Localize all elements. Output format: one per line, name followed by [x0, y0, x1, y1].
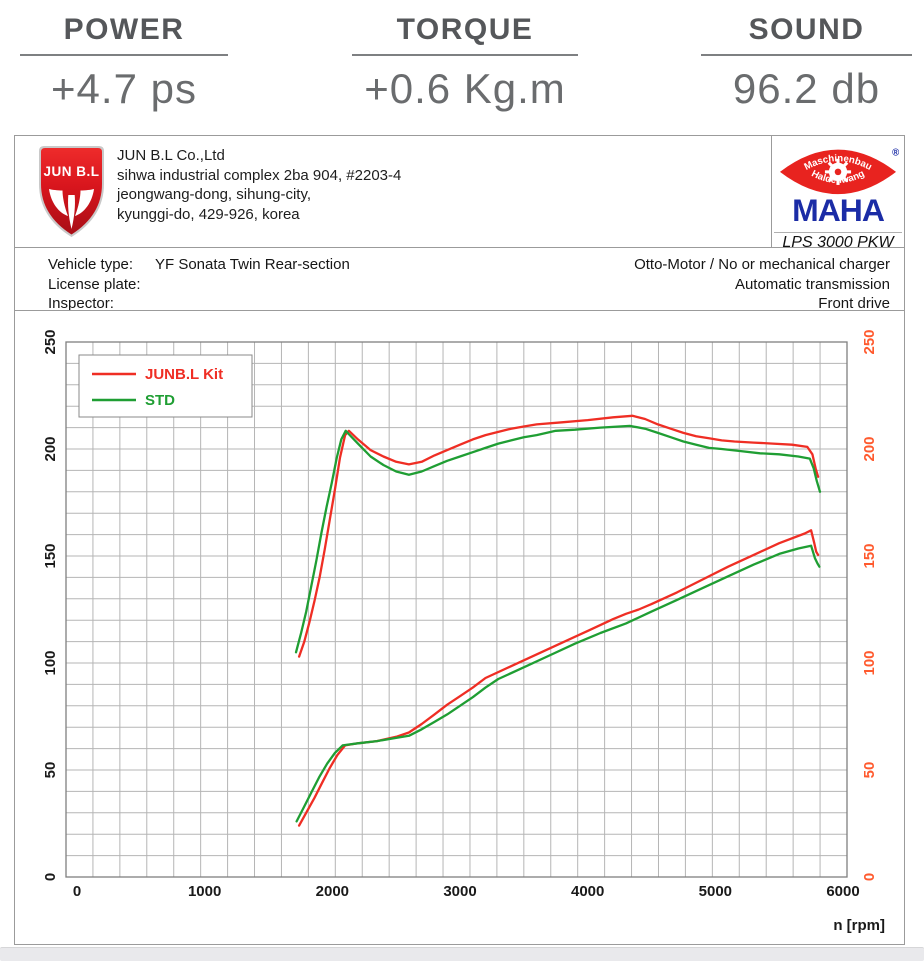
logo-row: JUN B.L JUN B.L Co.,Ltd sihwa industrial… — [15, 136, 904, 251]
transmission-text: Automatic transmission — [734, 275, 890, 293]
inspector-label: Inspector: — [48, 295, 114, 312]
x-tick-label: 1000 — [188, 883, 221, 900]
company-info: JUN B.L Co.,Ltd sihwa industrial complex… — [117, 146, 401, 224]
inspector-row: Inspector: — [48, 294, 350, 314]
x-tick-label: 0 — [73, 883, 81, 900]
maha-cell: Maschinenbau Haldenwang ® MAHA — [771, 136, 904, 251]
maha-gear-icon — [824, 158, 852, 185]
x-tick-label: 4000 — [571, 883, 604, 900]
x-tick-label: 2000 — [316, 883, 349, 900]
maha-logo-icon: Maschinenbau Haldenwang ® MAHA — [779, 147, 899, 229]
license-plate-label: License plate: — [48, 275, 141, 293]
vehicle-type-label: Vehicle type: — [48, 256, 134, 273]
stat-power-underline — [20, 54, 228, 56]
y-tick-label-right: 150 — [861, 543, 878, 568]
y-tick-label-left: 200 — [42, 436, 59, 461]
legend-label: STD — [145, 392, 175, 409]
stat-power-value: +4.7 ps — [51, 65, 197, 112]
y-tick-label-right: 50 — [861, 762, 878, 779]
x-axis-title: n [rpm] — [833, 917, 885, 934]
y-tick-label-left: 50 — [42, 762, 59, 779]
license-plate-row: License plate: — [48, 275, 350, 295]
company-address-line-2: jeongwang-dong, sihung-city, — [117, 186, 312, 203]
x-tick-label: 5000 — [699, 883, 732, 900]
y-tick-label-right: 0 — [861, 873, 878, 881]
drive-type-text: Front drive — [818, 295, 890, 312]
stat-torque-label: TORQUE — [396, 13, 534, 46]
junbl-shield-icon: JUN B.L — [39, 146, 104, 237]
curve-junbl-kit-power — [297, 529, 820, 827]
maha-registered-mark: ® — [892, 147, 899, 158]
x-tick-label: 3000 — [443, 883, 476, 900]
stat-torque-underline — [352, 54, 578, 56]
x-tick-label: 6000 — [826, 883, 859, 900]
y-tick-label-left: 250 — [42, 329, 59, 354]
chart-panel: 0 1000 2000 3000 4000 5000 6000 0 0 50 50 100 100 150… — [15, 310, 904, 944]
vehicle-type-row: Vehicle type: YF Sonata Twin Rear-section — [48, 255, 350, 275]
stat-torque: TORQUE +0.6 Kg.m — [352, 13, 578, 113]
stat-power: POWER +4.7 ps — [20, 13, 228, 113]
junbl-logo: JUN B.L — [34, 144, 109, 244]
vehicle-info-right: Otto-Motor / No or mechanical charger Au… — [634, 255, 890, 314]
engine-type-text: Otto-Motor / No or mechanical charger — [634, 256, 890, 273]
y-tick-label-right: 100 — [861, 650, 878, 675]
legend-box — [78, 354, 253, 418]
maha-brand-text: MAHA — [792, 192, 885, 227]
vehicle-type-value: YF Sonata Twin Rear-section — [155, 256, 350, 273]
y-tick-label-left: 150 — [42, 543, 59, 568]
stat-sound: SOUND 96.2 db — [701, 13, 912, 113]
y-tick-label-left: 100 — [42, 650, 59, 675]
plot-border — [65, 341, 848, 878]
vehicle-info-row: Vehicle type: YF Sonata Twin Rear-section… — [15, 247, 904, 312]
stat-sound-label: SOUND — [748, 13, 865, 46]
report-box: JUN B.L JUN B.L Co.,Ltd sihwa industrial… — [14, 135, 905, 945]
company-address-line-1: sihwa industrial complex 2ba 904, #2203-… — [117, 166, 402, 184]
maha-model-label: LPS 3000 PKW — [774, 232, 902, 252]
legend-label: JUNB.L Kit — [145, 366, 223, 383]
stat-sound-underline — [701, 54, 912, 56]
stat-torque-value: +0.6 Kg.m — [364, 65, 566, 112]
company-name: JUN B.L Co.,Ltd — [117, 147, 225, 164]
stat-sound-value: 96.2 db — [732, 65, 881, 112]
y-tick-label-right: 250 — [861, 329, 878, 354]
junbl-logo-text: JUN B.L — [43, 164, 99, 179]
curve-junbl-kit-torque — [297, 414, 820, 658]
y-tick-label-left: 0 — [42, 873, 59, 881]
stat-power-label: POWER — [63, 13, 185, 46]
curve-std-power — [295, 544, 821, 823]
bottom-strip — [0, 947, 924, 961]
y-tick-label-right: 200 — [861, 436, 878, 461]
vehicle-info-left: Vehicle type: YF Sonata Twin Rear-section… — [48, 255, 350, 314]
curve-std-torque — [294, 424, 822, 654]
stats-header: POWER +4.7 ps TORQUE +0.6 Kg.m SOUND 96.… — [0, 0, 924, 133]
company-address-line-3: kyunggi-do, 429-926, korea — [117, 205, 300, 223]
